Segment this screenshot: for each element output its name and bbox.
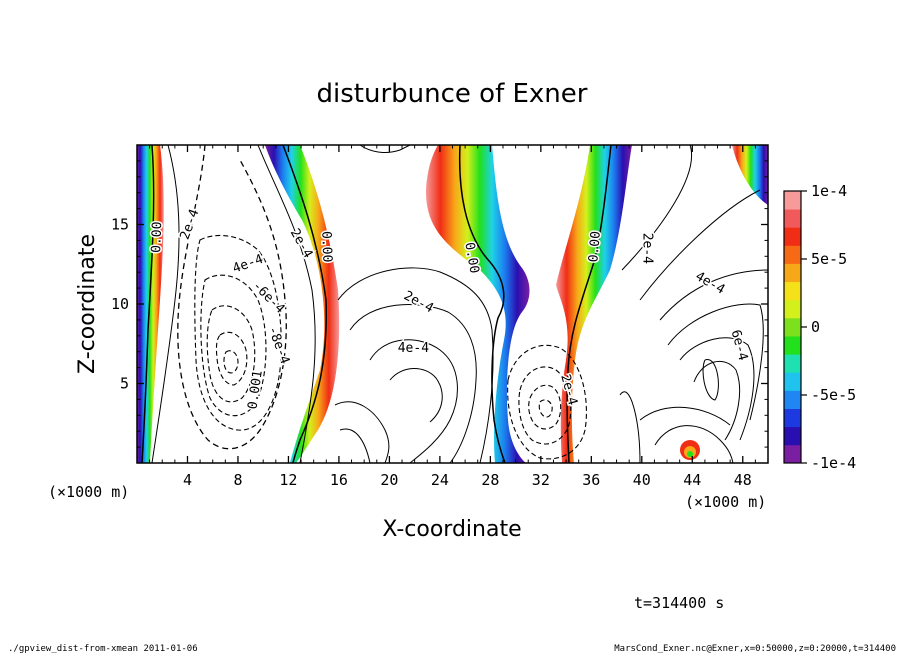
y-tick-label-2: 15 <box>111 216 129 234</box>
contour-label-2: 4e-4 <box>231 252 266 277</box>
x-tick-label-4: 20 <box>380 471 398 489</box>
contour-label-9: 4e-4 <box>398 341 429 356</box>
contour-label-8: 2e-4 <box>401 288 436 316</box>
x-tick-label-9: 40 <box>633 471 651 489</box>
colorbar-swatch-5 <box>784 354 801 373</box>
footer-left: ./gpview_dist-from-xmean 2011-01-06 <box>8 644 198 654</box>
colorbar-label-4: -1e-4 <box>811 454 856 472</box>
colorbar-swatch-11 <box>784 245 801 264</box>
contour-label-4: -8e-4 <box>265 324 293 366</box>
contour-label-7: 0.00 <box>318 231 334 263</box>
contour-label-10: 0.00 <box>461 241 481 274</box>
contour-label-3: -6e-4 <box>249 278 287 316</box>
plot-field <box>137 145 768 463</box>
colorbar-swatch-7 <box>784 317 801 337</box>
y-tick-label-1: 10 <box>111 295 129 313</box>
colorbar-swatch-8 <box>784 299 801 319</box>
colorbar-label-2: 0 <box>811 318 820 336</box>
colorbar: 1e-4 5e-5 0 -5e-5 -1e-4 <box>783 182 856 472</box>
contour-label-5: 0.001 <box>245 369 265 410</box>
contour-label-11: 2e-4 <box>557 373 580 407</box>
contour-label-12: 0.00 <box>586 231 604 264</box>
x-tick-label-5: 24 <box>431 471 449 489</box>
colorbar-label-0: 1e-4 <box>811 182 847 200</box>
colorbar-swatch-0 <box>784 444 801 464</box>
colorbar-swatch-13 <box>784 209 801 228</box>
contour-label-13: 2e-4 <box>639 233 654 264</box>
colorbar-swatch-3 <box>784 390 801 409</box>
x-tick-label-0: 4 <box>183 471 192 489</box>
contour-label-1: 2e-4 <box>178 207 203 242</box>
footer-right: MarsCond_Exner.nc@Exner,x=0:50000,z=0:20… <box>614 644 896 654</box>
x-unit-label: (×1000 m) <box>685 493 766 511</box>
chart-title: disturbunce of Exner <box>317 79 588 109</box>
color-band-4 <box>556 145 632 463</box>
y-unit-label: (×1000 m) <box>48 483 129 501</box>
x-tick-label-3: 16 <box>330 471 348 489</box>
x-axis-ticks: 4 8 12 16 20 24 28 32 36 40 44 48 <box>149 145 769 489</box>
color-band-3 <box>425 145 530 463</box>
x-tick-label-11: 48 <box>734 471 752 489</box>
colorbar-swatch-12 <box>784 227 801 246</box>
x-tick-label-1: 8 <box>233 471 242 489</box>
colorbar-swatch-2 <box>784 408 801 428</box>
time-label: t=314400 s <box>634 594 724 612</box>
colorbar-swatch-14 <box>784 191 801 210</box>
colorbar-swatch-4 <box>784 372 801 391</box>
colorbar-swatch-1 <box>784 426 801 446</box>
contour-label-15: 6e-4 <box>728 328 751 362</box>
y-axis-ticks: 5 10 15 <box>111 160 768 448</box>
x-tick-label-6: 28 <box>481 471 499 489</box>
colorbar-swatch-10 <box>784 263 801 283</box>
x-tick-label-2: 12 <box>279 471 297 489</box>
y-tick-label-0: 5 <box>120 375 129 393</box>
colorbar-label-3: -5e-5 <box>811 386 856 404</box>
y-axis-title: Z-coordinate <box>75 234 100 374</box>
colorbar-swatch-9 <box>784 281 801 301</box>
color-band-2 <box>265 145 340 463</box>
contour-lines <box>151 145 768 463</box>
x-axis-title: X-coordinate <box>382 517 521 542</box>
x-tick-label-8: 36 <box>582 471 600 489</box>
x-tick-label-10: 44 <box>683 471 701 489</box>
contour-label-14: 4e-4 <box>693 269 728 298</box>
contour-label-0: 0.00 <box>149 221 165 253</box>
colorbar-label-1: 5e-5 <box>811 250 847 268</box>
colorbar-swatch-6 <box>784 336 801 355</box>
x-tick-label-7: 32 <box>532 471 550 489</box>
